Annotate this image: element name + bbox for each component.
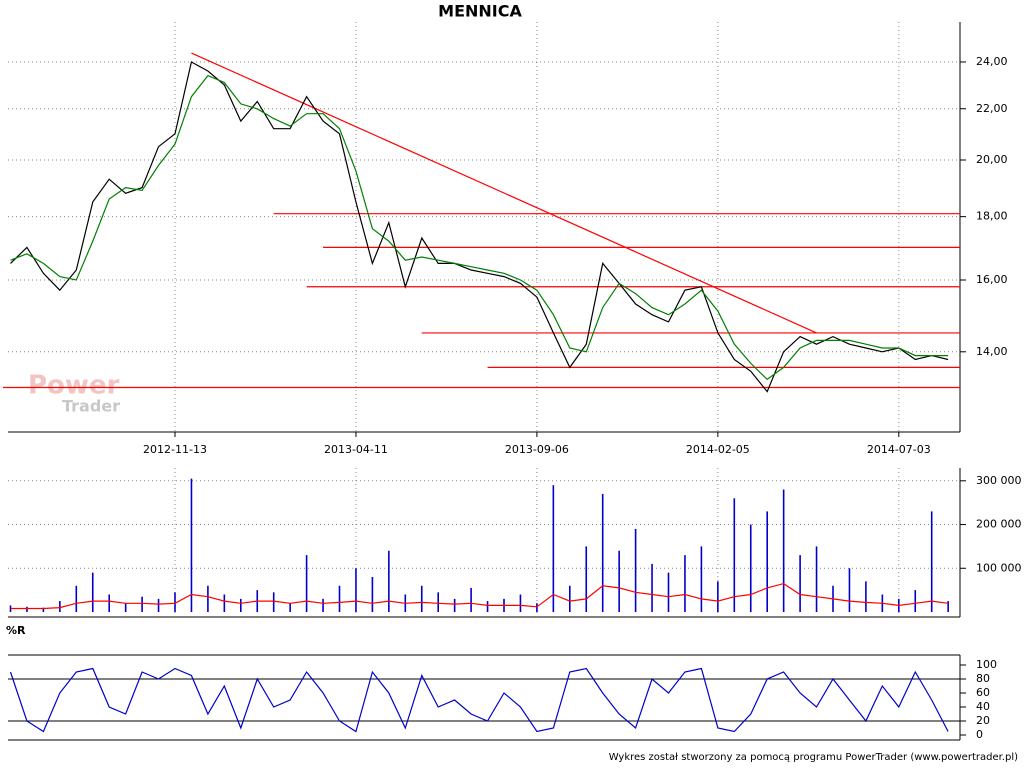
volume-bar — [651, 563, 653, 612]
volume-bar — [470, 587, 472, 612]
volume-bar — [174, 592, 176, 612]
volume-bar — [782, 489, 785, 612]
x-tick-label: 2012-11-13 — [143, 443, 207, 456]
volume-bar — [667, 572, 670, 612]
y-tick-label: 80 — [976, 672, 990, 685]
volume-bar — [947, 601, 949, 612]
volume-bar — [914, 590, 917, 612]
watermark: Trader — [62, 397, 120, 416]
volume-bar — [371, 577, 374, 612]
volume-bar — [848, 568, 851, 612]
volume-bar — [108, 594, 110, 612]
volume-bar — [601, 493, 604, 612]
volume-bar — [733, 498, 736, 612]
volume-bar — [59, 601, 61, 612]
watermark: Power — [28, 371, 120, 401]
volume-bar — [42, 607, 45, 612]
volume-bar — [75, 585, 78, 612]
volume-bar — [289, 603, 291, 612]
y-tick-label: 20,00 — [976, 153, 1008, 166]
x-tick-label: 2014-02-05 — [686, 443, 750, 456]
y-tick-label: 16,00 — [976, 273, 1008, 286]
volume-bar — [766, 511, 768, 612]
volume-bar — [223, 594, 226, 612]
y-tick-label: 40 — [976, 700, 990, 713]
volume-bar — [585, 546, 588, 612]
volume-bar — [717, 581, 719, 612]
volume-bar — [355, 568, 357, 612]
volume-bar — [634, 528, 637, 612]
y-tick-label: 18,00 — [976, 210, 1008, 223]
volume-bar — [815, 546, 818, 612]
volume-bar — [437, 592, 439, 612]
y-tick-label: 200 000 — [976, 518, 1022, 531]
volume-bar — [453, 598, 456, 612]
y-tick-label: 60 — [976, 686, 990, 699]
volume-bar — [536, 603, 538, 612]
volume-bar — [26, 606, 28, 612]
volume-bar — [207, 585, 209, 612]
x-tick-label: 2014-07-03 — [867, 443, 931, 456]
volume-bar — [338, 585, 341, 612]
volume-bar — [519, 594, 522, 612]
y-tick-label: 0 — [976, 728, 983, 741]
y-tick-label: 22,00 — [976, 102, 1008, 115]
y-tick-label: 14,00 — [976, 345, 1008, 358]
volume-bar — [799, 555, 801, 612]
volume-bar — [240, 598, 242, 612]
chart-title: MENNICA — [438, 2, 522, 21]
volume-bar — [322, 598, 324, 612]
volume-bar — [865, 581, 867, 612]
footer: Wykres został stworzony za pomocą progra… — [609, 752, 1018, 763]
y-tick-label: 100 000 — [976, 561, 1022, 574]
moving-average — [10, 74, 949, 381]
price-line — [10, 61, 949, 393]
volume-bar — [272, 592, 275, 612]
volume-bar — [388, 550, 390, 612]
volume-bar — [486, 601, 489, 612]
y-tick-label: 24,00 — [976, 55, 1008, 68]
volume-bar — [700, 546, 703, 612]
volume-bar — [930, 511, 933, 612]
y-tick-label: 100 — [976, 658, 997, 671]
williams-r-line — [9, 667, 949, 733]
volume-bar — [552, 485, 555, 612]
y-tick-label: 20 — [976, 714, 990, 727]
panel-title: %R — [6, 624, 26, 637]
volume-bar — [124, 603, 127, 612]
volume-bar — [749, 524, 752, 612]
volume-bar — [305, 555, 308, 612]
volume-bar — [684, 555, 686, 612]
volume-bar — [420, 585, 423, 612]
volume-bar — [157, 598, 160, 612]
trend-line — [191, 52, 817, 334]
x-tick-label: 2013-04-11 — [324, 443, 388, 456]
y-tick-label: 300 000 — [976, 474, 1022, 487]
volume-bar — [91, 572, 94, 612]
volume-average — [10, 582, 949, 610]
volume-bar — [141, 596, 143, 612]
volume-bar — [190, 478, 193, 612]
x-tick-label: 2013-09-06 — [505, 443, 569, 456]
volume-bar — [618, 550, 620, 612]
volume-bar — [569, 585, 571, 612]
